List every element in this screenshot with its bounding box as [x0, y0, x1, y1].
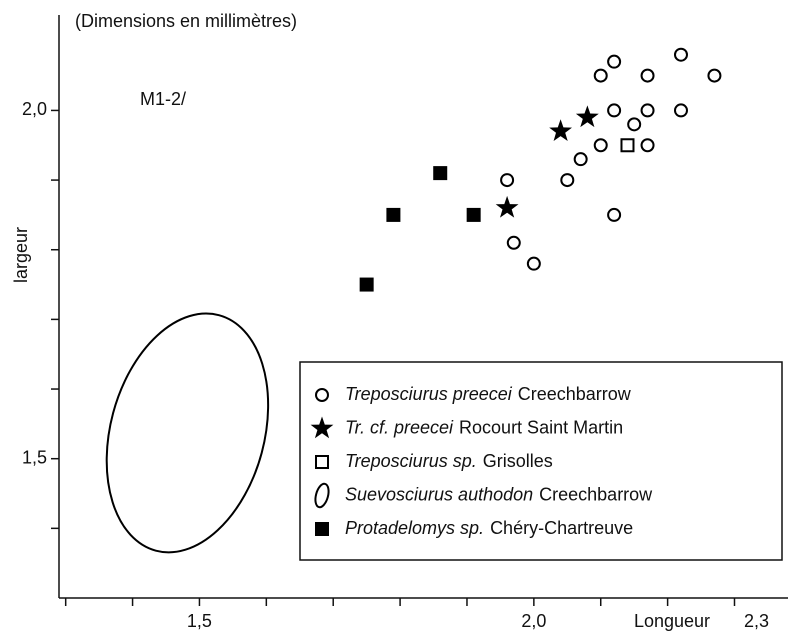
legend-species: Protadelomys sp.: [345, 518, 484, 538]
point: [607, 54, 622, 69]
point: [495, 195, 519, 218]
legend-species: Treposciurus sp.: [345, 451, 477, 471]
legend-label: Suevosciurus authodon Creechbarrow: [345, 484, 653, 504]
legend-locality: Rocourt Saint Martin: [459, 417, 623, 437]
legend-label: Tr. cf. preecei Rocourt Saint Martin: [345, 417, 623, 437]
ellipse-region: [105, 312, 270, 554]
legend-swatch: [315, 522, 329, 536]
x-axis-label: Longueur: [634, 611, 710, 631]
point: [607, 207, 622, 222]
point: [607, 103, 622, 118]
legend-species: Treposciurus preecei: [345, 384, 513, 404]
legend-locality: Chéry-Chartreuve: [490, 518, 633, 538]
point: [640, 68, 655, 83]
y-tick-label: 2,0: [22, 99, 47, 119]
point: [506, 235, 521, 250]
legend-species: Suevosciurus authodon: [345, 484, 533, 504]
point: [575, 105, 599, 128]
point: [386, 207, 401, 222]
point: [560, 173, 575, 188]
point: [627, 117, 642, 132]
x-tick-label: 2,3: [744, 611, 769, 631]
y-tick-label: 1,5: [22, 447, 47, 467]
point: [359, 277, 374, 292]
point: [549, 119, 572, 141]
point: [593, 138, 608, 153]
legend-locality: Creechbarrow: [539, 484, 653, 504]
legend-species: Tr. cf. preecei: [345, 417, 454, 437]
x-tick-label: 1,5: [187, 611, 212, 631]
point: [433, 166, 448, 181]
legend-swatch: [315, 388, 329, 402]
legend-locality: Grisolles: [483, 451, 553, 471]
x-tick-label: 2,0: [521, 611, 546, 631]
point: [526, 256, 541, 271]
legend-locality: Creechbarrow: [518, 384, 632, 404]
legend-swatch: [314, 482, 330, 509]
legend-box: [299, 361, 783, 561]
point: [466, 207, 481, 222]
point: [673, 103, 688, 118]
point: [673, 47, 688, 62]
legend-swatch: [315, 455, 329, 469]
point: [593, 68, 608, 83]
point: [620, 138, 635, 153]
point: [573, 152, 588, 167]
annotation: M1-2/: [140, 89, 186, 109]
chart-title: (Dimensions en millimètres): [75, 11, 297, 31]
y-axis-label: largeur: [11, 227, 31, 283]
legend-label: Treposciurus sp. Grisolles: [345, 451, 553, 471]
point: [640, 138, 655, 153]
legend-swatch: [310, 416, 334, 439]
point: [707, 68, 722, 83]
point: [640, 103, 655, 118]
legend-label: Treposciurus preecei Creechbarrow: [345, 384, 632, 404]
legend-label: Protadelomys sp. Chéry-Chartreuve: [345, 518, 633, 538]
point: [500, 173, 515, 188]
